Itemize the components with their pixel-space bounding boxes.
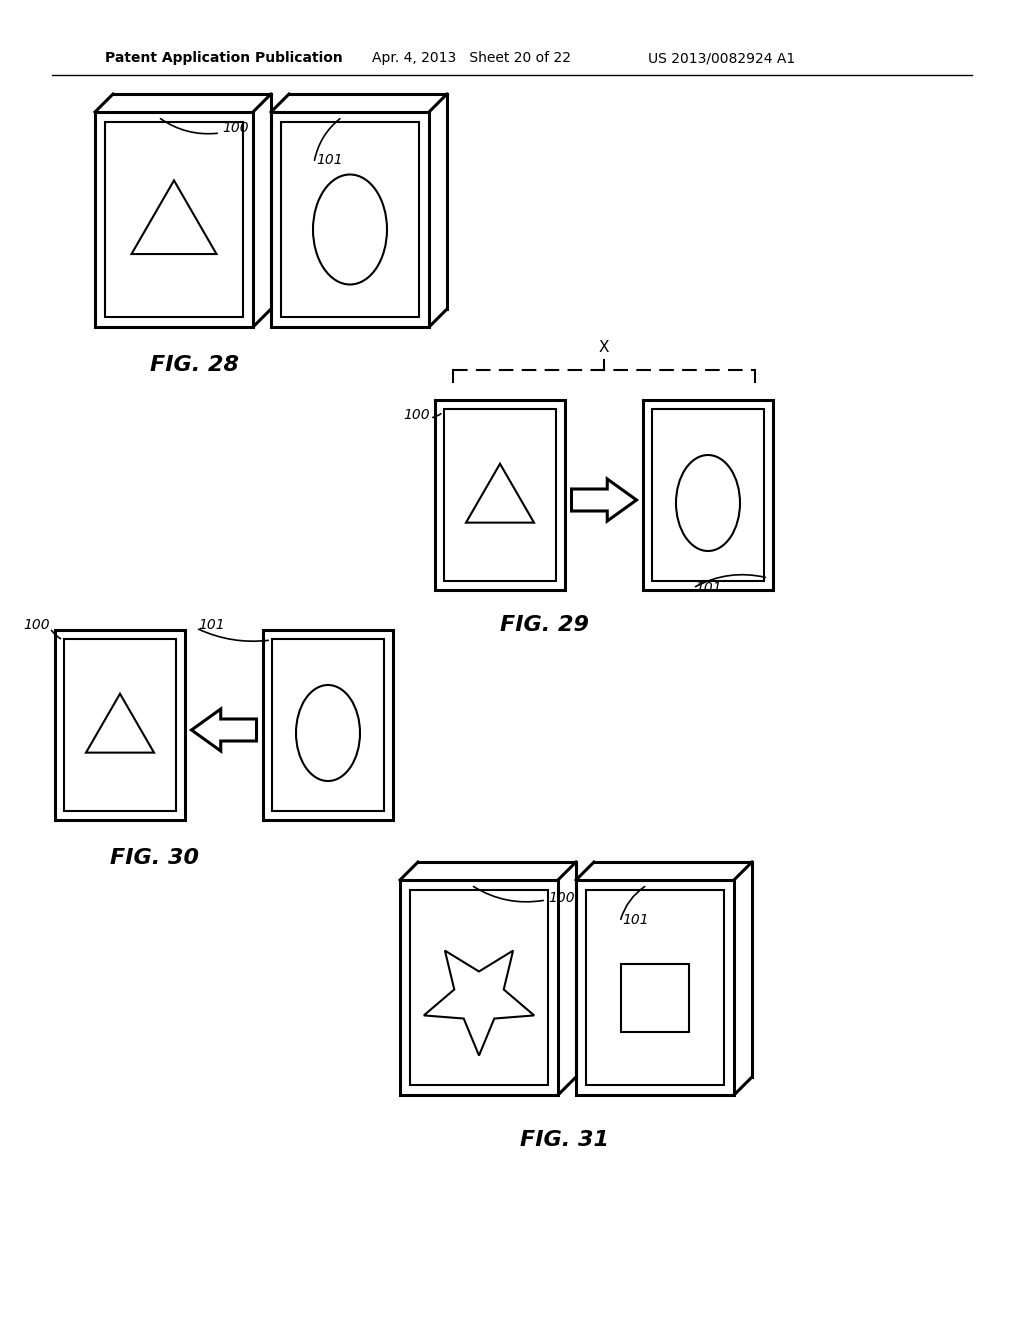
Bar <box>435 400 565 590</box>
Bar <box>281 121 419 317</box>
Text: 100: 100 <box>222 121 249 135</box>
Bar <box>410 890 548 1085</box>
Bar <box>55 630 185 820</box>
Text: FIG. 29: FIG. 29 <box>501 615 590 635</box>
Bar <box>652 409 764 581</box>
Bar <box>575 880 734 1096</box>
Text: US 2013/0082924 A1: US 2013/0082924 A1 <box>648 51 796 65</box>
Bar <box>271 112 429 327</box>
Text: Apr. 4, 2013   Sheet 20 of 22: Apr. 4, 2013 Sheet 20 of 22 <box>372 51 571 65</box>
Bar <box>444 409 556 581</box>
Bar <box>272 639 384 810</box>
Text: FIG. 31: FIG. 31 <box>520 1130 609 1150</box>
Text: FIG. 30: FIG. 30 <box>111 847 200 869</box>
Text: 101: 101 <box>316 153 343 168</box>
Text: FIG. 28: FIG. 28 <box>151 355 240 375</box>
Bar <box>621 964 689 1031</box>
Bar <box>95 112 253 327</box>
Bar <box>400 880 558 1096</box>
Text: 100: 100 <box>403 408 430 422</box>
Bar <box>63 639 176 810</box>
Text: 100: 100 <box>24 618 50 632</box>
Bar <box>586 890 724 1085</box>
Bar <box>643 400 773 590</box>
Text: X: X <box>599 341 609 355</box>
Bar <box>105 121 243 317</box>
Text: 100: 100 <box>548 891 574 906</box>
Text: 101: 101 <box>695 581 722 595</box>
Text: 101: 101 <box>622 913 648 927</box>
Bar <box>263 630 393 820</box>
Text: 101: 101 <box>198 618 224 632</box>
Text: Patent Application Publication: Patent Application Publication <box>105 51 343 65</box>
